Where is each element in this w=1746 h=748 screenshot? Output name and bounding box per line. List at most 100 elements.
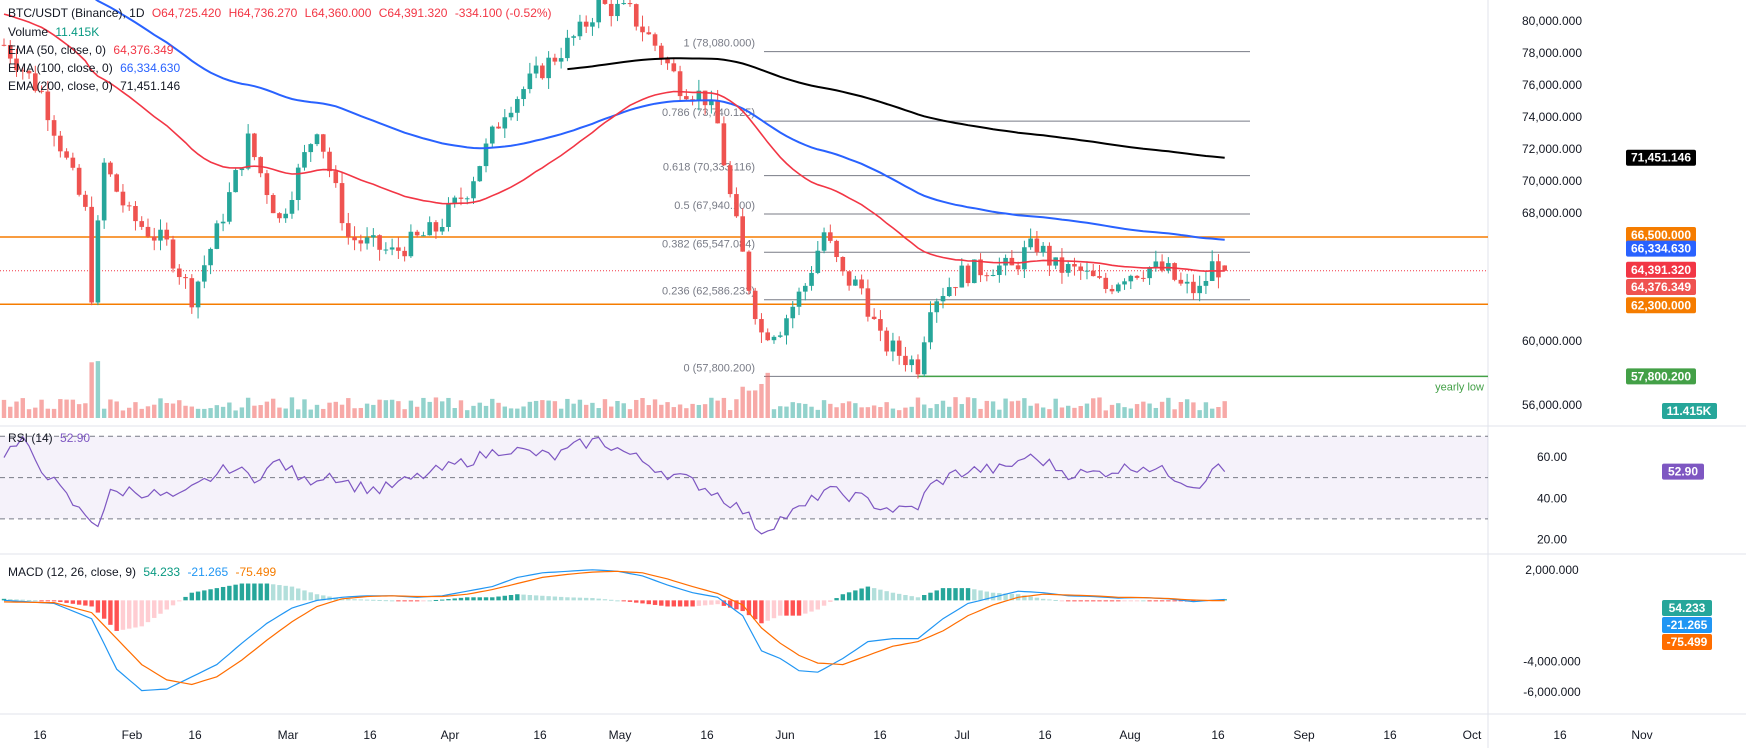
macd-histogram-bar: [821, 600, 827, 606]
macd-histogram-bar: [577, 597, 583, 601]
macd-histogram-bar: [940, 588, 946, 601]
candle-body: [489, 126, 495, 144]
candle-body: [1141, 277, 1146, 279]
candle-body: [95, 220, 101, 303]
volume-bar: [1066, 405, 1071, 418]
rsi-line: [3, 435, 1226, 535]
macd-histogram-bar: [421, 600, 426, 602]
volume-bar: [746, 390, 752, 418]
macd-histogram-bar: [1116, 600, 1121, 602]
volume-bar: [33, 407, 38, 418]
volume-bar: [759, 383, 764, 418]
volume-bar: [1053, 398, 1058, 418]
candle-body: [565, 37, 570, 59]
candle-body: [70, 157, 76, 168]
candle-body: [915, 359, 921, 375]
candle-body: [571, 36, 576, 38]
ema100-value: 66,334.630: [120, 61, 181, 75]
macd-histogram-bar: [865, 586, 871, 601]
x-tick-label: 16: [873, 728, 887, 742]
macd-histogram-bar: [377, 599, 382, 601]
macd-histogram-bar: [296, 588, 301, 601]
signal-line: [3, 570, 1225, 686]
volume-bar: [552, 401, 558, 418]
volume-bar: [496, 402, 501, 418]
macd-badge: 54.233: [1662, 600, 1712, 616]
volume-bar: [446, 397, 451, 418]
volume-bar: [997, 409, 1002, 418]
macd-histogram-bar: [1034, 597, 1040, 601]
volume-bar: [152, 404, 157, 418]
macd-histogram-bar: [602, 599, 608, 601]
candle-body: [1172, 263, 1177, 280]
macd-histogram-bar: [252, 583, 257, 601]
volume-bar: [433, 397, 439, 418]
volume-bar: [8, 406, 13, 418]
volume-bar: [878, 407, 883, 418]
rsi-legend[interactable]: RSI (14) 52.90: [8, 430, 94, 446]
candle-body: [295, 167, 301, 201]
ema50-badge: 64,376.349: [1626, 279, 1696, 296]
candle-body: [195, 281, 201, 308]
macd-histogram-bar: [1103, 600, 1108, 602]
macd-pane[interactable]: [1, 569, 1227, 692]
macd-histogram-bar: [540, 595, 545, 601]
macd-value: 54.233: [143, 565, 181, 579]
volume-bar: [978, 408, 983, 418]
macd-histogram-bar: [114, 600, 119, 631]
volume-bar: [358, 407, 364, 418]
candle-body: [821, 232, 827, 251]
volume-bar: [308, 409, 313, 418]
rsi-pane[interactable]: [0, 435, 1488, 535]
candle-body: [1040, 245, 1046, 253]
macd-histogram-bar: [903, 595, 908, 601]
volume-bar: [114, 401, 119, 418]
candle-body: [502, 117, 508, 129]
macd-hist-value: -75.499: [235, 565, 277, 579]
volume-badge-bg: [1662, 403, 1717, 419]
volume-bar: [402, 409, 407, 418]
volume-bar: [922, 404, 927, 418]
volume-bar: [709, 397, 714, 418]
ema50-legend[interactable]: EMA (50, close, 0) 64,376.349: [8, 42, 177, 58]
candle-body: [258, 157, 263, 174]
ema200-legend[interactable]: EMA (200, close, 0) 71,451.146: [8, 78, 184, 94]
ema50-badge-bg: [1626, 279, 1696, 296]
volume-bar: [1128, 408, 1133, 418]
rsi-label: RSI (14): [8, 431, 53, 445]
macd-histogram-bar: [1091, 600, 1096, 602]
macd-histogram-bar: [277, 585, 282, 601]
candle-body: [777, 335, 783, 337]
volume-bar: [490, 398, 495, 418]
volume-bar: [790, 402, 795, 418]
candle-body: [1115, 284, 1121, 292]
ema100-legend[interactable]: EMA (100, close, 0) 66,334.630: [8, 60, 184, 76]
volume-bar: [1222, 401, 1227, 418]
x-tick-label: 16: [1553, 728, 1567, 742]
macd-signal-value: -21.265: [187, 565, 229, 579]
volume-label: Volume: [8, 25, 49, 39]
macd-legend[interactable]: MACD (12, 26, close, 9) 54.233 -21.265 -…: [8, 564, 280, 580]
macd-histogram-bar: [76, 600, 82, 605]
candle-body: [633, 4, 639, 27]
volume-bar: [940, 400, 946, 418]
volume-bar: [58, 399, 63, 418]
x-tick-label: Feb: [122, 728, 143, 742]
volume-bar: [364, 403, 370, 418]
candle-body: [371, 235, 376, 238]
macd-histogram-bar: [1, 598, 7, 601]
candle-body: [446, 203, 451, 228]
volume-bar: [389, 399, 395, 418]
volume-bar: [164, 403, 169, 418]
macd-histogram-bar: [646, 600, 651, 605]
volume-bar: [859, 407, 864, 418]
volume-bar: [715, 400, 720, 418]
volume-bar: [659, 404, 664, 418]
candle-body: [1159, 261, 1165, 271]
x-axis: 16 Feb 16 Mar 16 Apr 16 May 16 Jun 16 Jul 16 Aug 16 Sep…: [33, 728, 1652, 742]
volume-bar: [45, 408, 51, 418]
volume-legend[interactable]: Volume 11.415K: [8, 24, 103, 40]
ema100-label: EMA (100, close, 0): [8, 61, 113, 75]
